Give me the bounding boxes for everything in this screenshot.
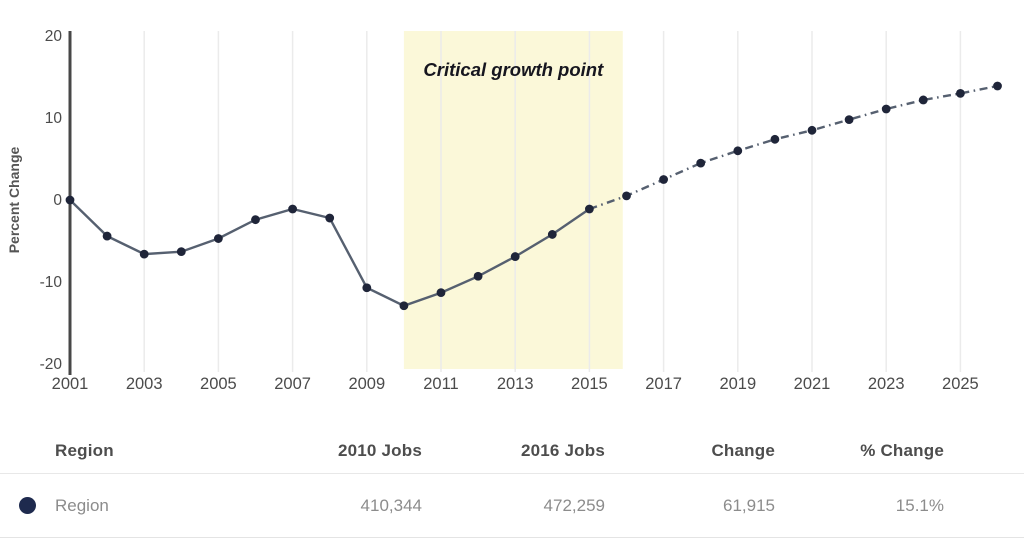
y-tick-label: -20 <box>40 356 63 373</box>
data-point <box>696 158 706 168</box>
data-point <box>325 213 335 223</box>
x-tick-label: 2011 <box>423 375 458 393</box>
data-point <box>547 230 557 239</box>
data-point <box>844 115 854 125</box>
data-point <box>473 271 483 281</box>
data-point <box>362 283 372 293</box>
data-point <box>659 175 668 184</box>
data-point <box>176 247 186 257</box>
y-tick-label: -10 <box>40 274 63 291</box>
col-header-2016-jobs: 2016 Jobs <box>520 441 605 460</box>
series-legend-dot-icon <box>19 497 36 514</box>
table-header-row: Region 2010 Jobs 2016 Jobs Change % Chan… <box>0 404 1024 473</box>
chart-canvas: 20 10 0 -10 -20 2001 2003 2005 2007 2009 2011 2013 2… <box>6 28 1002 393</box>
x-tick-label: 2001 <box>52 375 89 393</box>
x-tick-label: 2019 <box>719 375 756 393</box>
data-point <box>510 252 520 261</box>
x-tick-label: 2025 <box>942 375 979 393</box>
data-point <box>807 125 817 135</box>
table-row[interactable]: Region 410,344 472,259 61,915 15.1% <box>0 473 1024 538</box>
x-tick-label: 2013 <box>497 375 534 393</box>
region-cell: Region <box>0 496 265 516</box>
x-tick-label: 2017 <box>645 375 682 393</box>
y-tick-label: 20 <box>45 28 63 45</box>
col-header-pct-change: % Change <box>860 441 944 460</box>
data-point <box>918 95 928 105</box>
y-tick-label: 10 <box>45 110 63 127</box>
x-tick-label: 2009 <box>348 375 385 393</box>
region-label: Region <box>55 495 109 515</box>
data-point <box>139 249 149 259</box>
data-point <box>622 191 631 201</box>
series-line-projected <box>589 84 998 211</box>
data-point <box>585 204 594 214</box>
x-tick-label: 2003 <box>126 375 163 393</box>
data-point <box>993 81 1002 91</box>
data-point <box>399 301 409 311</box>
data-point <box>251 215 260 225</box>
data-point <box>65 195 75 205</box>
x-tick-label: 2023 <box>868 375 905 393</box>
data-point <box>214 234 223 243</box>
data-point <box>956 89 965 98</box>
col-header-2010-jobs: 2010 Jobs <box>337 441 422 460</box>
percent-change-line-chart: 20 10 0 -10 -20 2001 2003 2005 2007 2009 2011 2013 2… <box>6 28 1002 393</box>
col-header-region: Region <box>55 441 114 460</box>
x-tick-label: 2007 <box>274 375 311 393</box>
col-header-change: Change <box>711 441 775 460</box>
y-axis-title: Percent Change <box>6 146 22 253</box>
pct-change-value: 15.1% <box>895 495 944 515</box>
annotation-label: Critical growth point <box>423 59 604 80</box>
jobs-2016-value: 472,259 <box>543 495 605 515</box>
x-tick-label: 2015 <box>571 375 608 393</box>
region-jobs-table: Region 2010 Jobs 2016 Jobs Change % Chan… <box>0 404 1024 538</box>
x-tick-label: 2021 <box>794 375 831 393</box>
data-point <box>770 134 780 144</box>
x-tick-label: 2005 <box>200 375 237 393</box>
jobs-2010-value: 410,344 <box>360 495 422 515</box>
data-point <box>881 104 891 114</box>
data-point <box>102 231 112 241</box>
change-value: 61,915 <box>723 495 775 515</box>
y-tick-label: 0 <box>53 192 62 209</box>
data-point <box>288 204 297 214</box>
data-point <box>733 146 743 156</box>
data-point <box>436 288 446 298</box>
